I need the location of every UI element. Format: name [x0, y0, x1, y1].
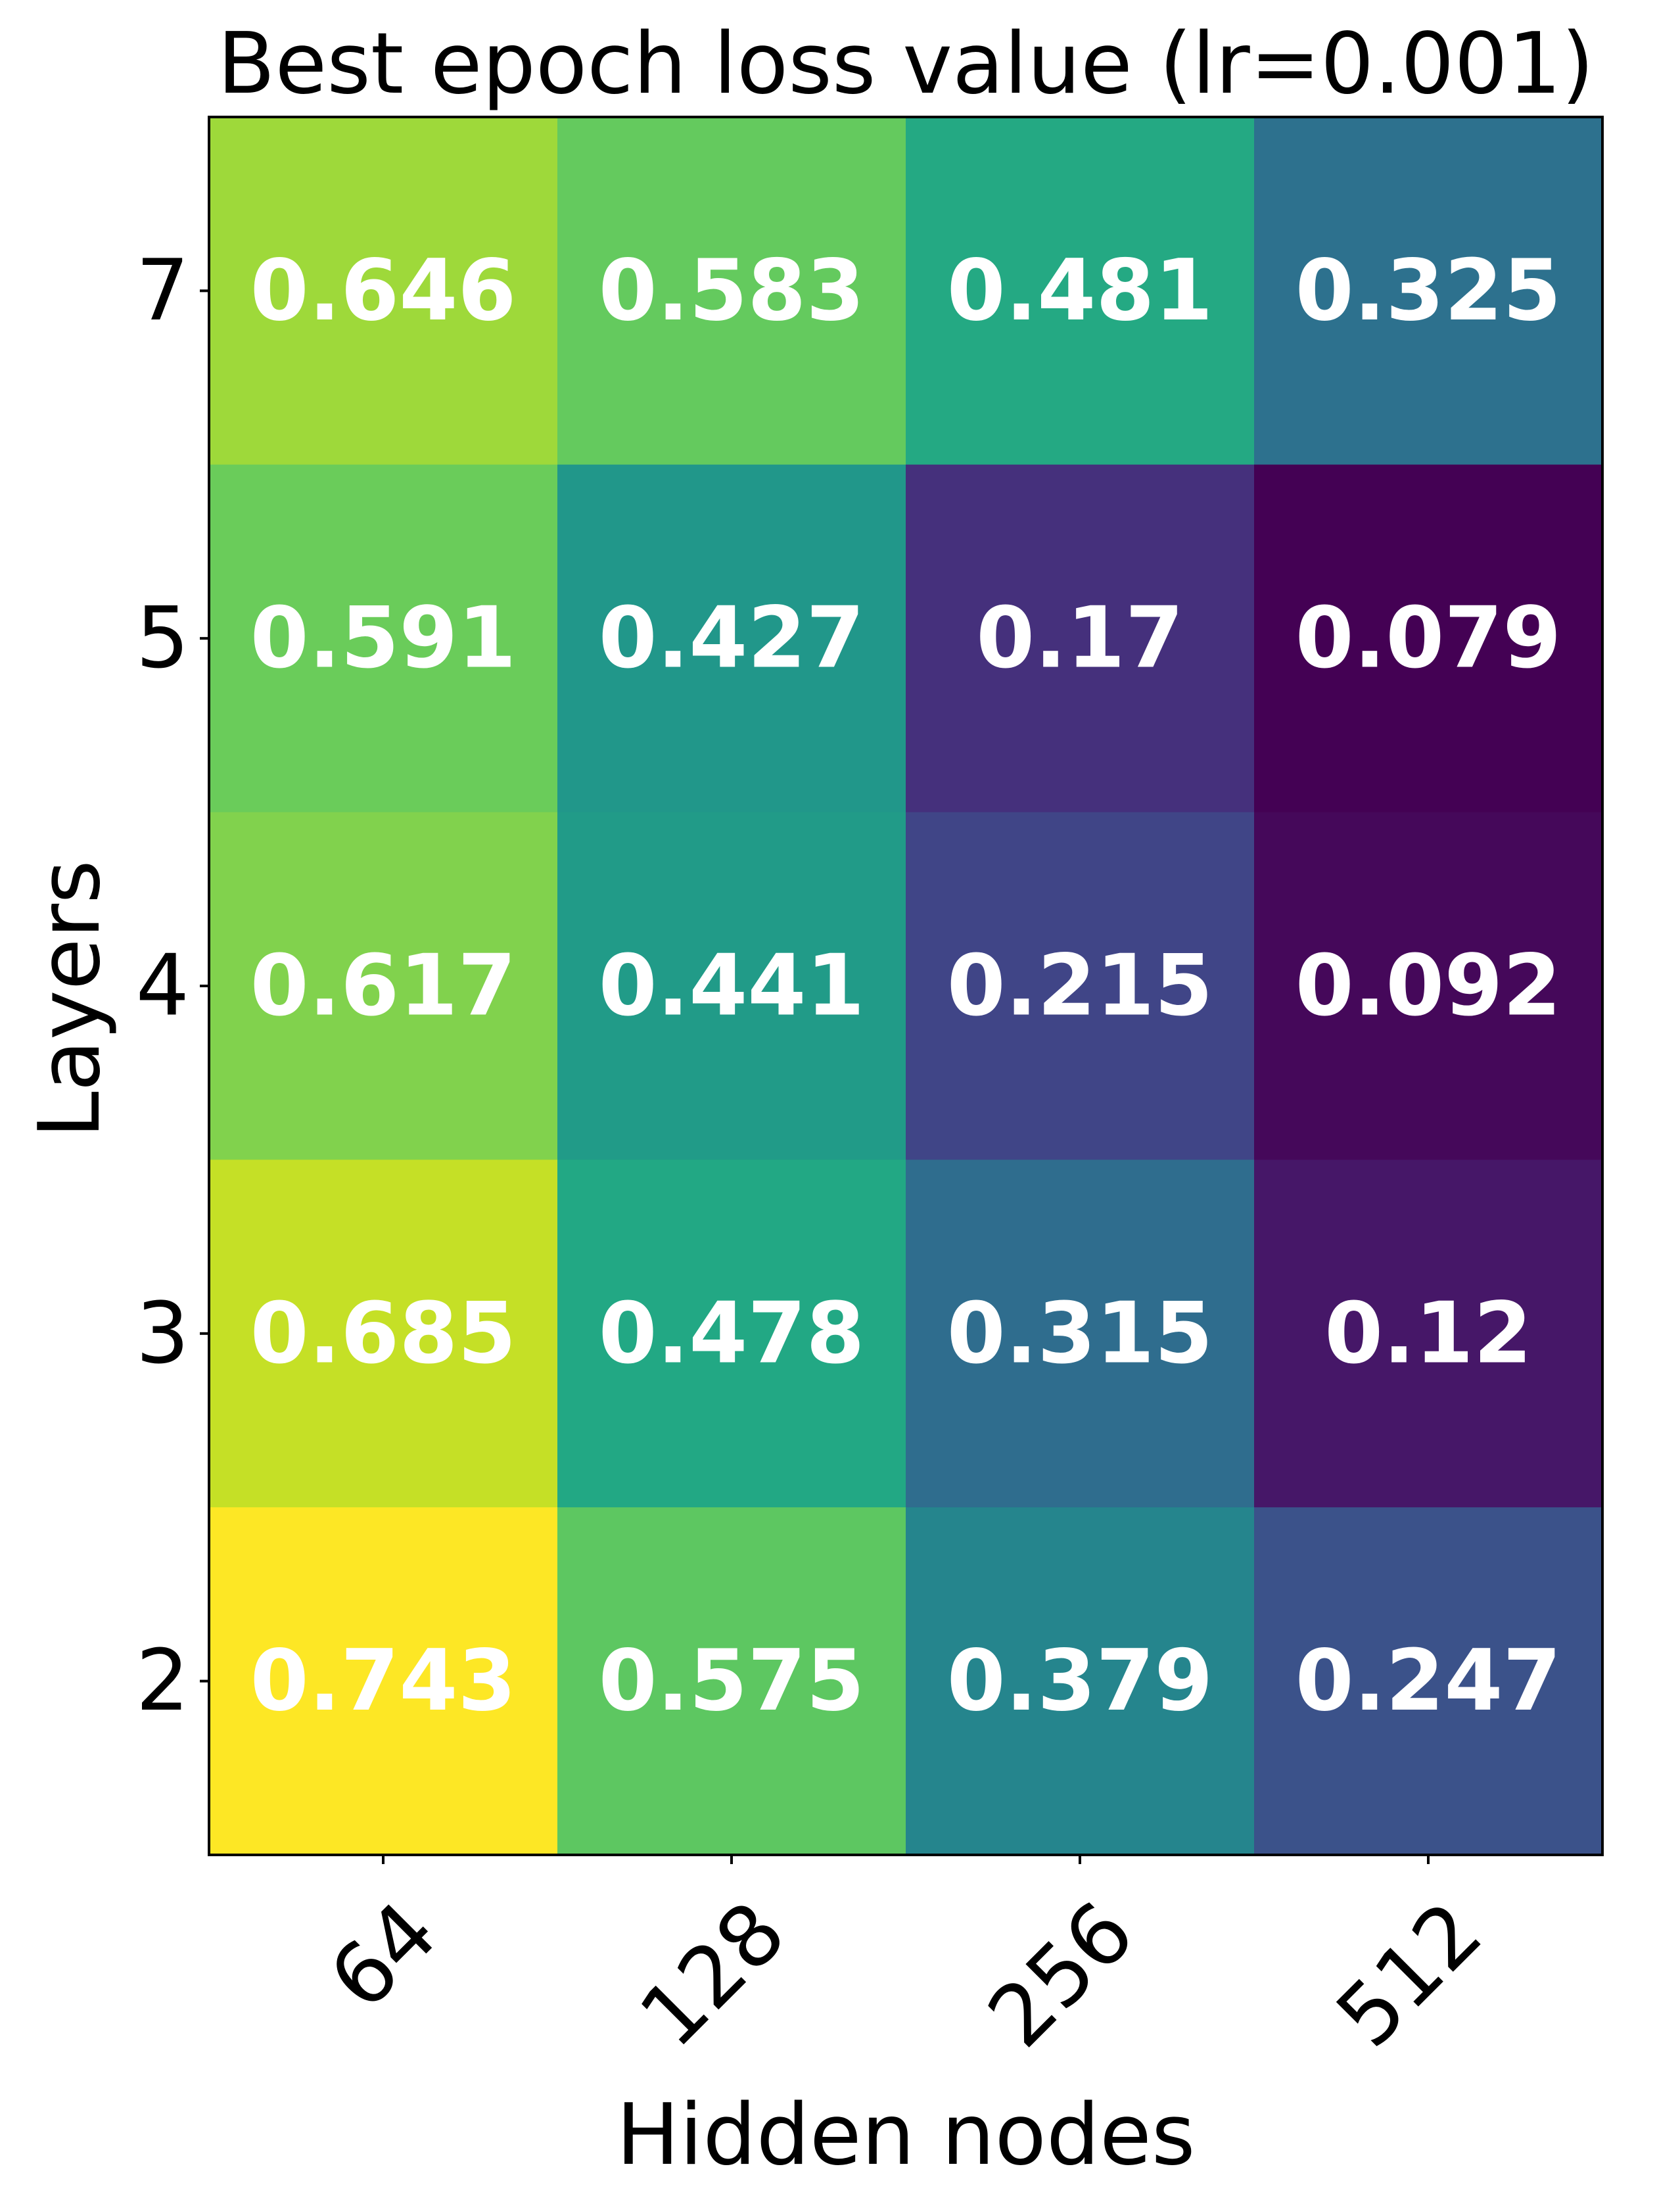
cell-value-label: 0.481 — [947, 242, 1213, 340]
y-tick-label: 5 — [136, 590, 189, 688]
cell-value-label: 0.591 — [250, 590, 517, 688]
cell-value-label: 0.079 — [1295, 590, 1562, 688]
heatmap-cell — [557, 464, 906, 813]
heatmap-cell — [1254, 1159, 1603, 1508]
cell-value-label: 0.617 — [250, 937, 517, 1035]
cell-value-label: 0.315 — [947, 1284, 1213, 1382]
heatmap-cell — [906, 464, 1255, 813]
cell-value-label: 0.325 — [1295, 242, 1562, 340]
cell-value-label: 0.583 — [599, 242, 865, 340]
cell-value-label: 0.743 — [250, 1632, 517, 1730]
y-axis-ticks: 7 5 4 3 2 — [136, 242, 209, 1730]
cell-value-label: 0.646 — [250, 242, 517, 340]
x-tick-label: 512 — [1318, 1883, 1501, 2066]
y-tick-label: 3 — [136, 1284, 189, 1382]
heatmap-cell — [906, 117, 1255, 465]
cell-value-label: 0.379 — [947, 1632, 1213, 1730]
y-tick-label: 2 — [136, 1632, 189, 1730]
heatmap-cell — [906, 1159, 1255, 1508]
cell-value-label: 0.478 — [599, 1284, 865, 1382]
x-tick-label: 64 — [311, 1883, 456, 2028]
chart-title: Best epoch loss value (lr=0.001) — [218, 15, 1595, 113]
heatmap-cell — [557, 117, 906, 465]
heatmap-cell — [209, 117, 558, 465]
heatmap-cell — [1254, 1507, 1603, 1856]
x-axis-ticks: 64 128 256 512 — [311, 1855, 1501, 2066]
heatmap-cell — [906, 812, 1255, 1160]
y-axis-label: Layers — [21, 860, 119, 1138]
cell-value-label: 0.12 — [1324, 1284, 1532, 1382]
cell-value-label: 0.17 — [976, 590, 1184, 688]
heatmap-cell — [906, 1507, 1255, 1856]
heatmap-cell — [557, 1507, 906, 1856]
heatmap-cell — [1254, 464, 1603, 813]
heatmap-cell — [209, 1159, 558, 1508]
cell-value-label: 0.215 — [947, 937, 1213, 1035]
heatmap-cell — [557, 812, 906, 1160]
y-tick-label: 4 — [136, 937, 189, 1035]
heatmap-cell — [1254, 812, 1603, 1160]
cell-value-label: 0.575 — [599, 1632, 865, 1730]
heatmap-cell — [209, 812, 558, 1160]
heatmap-cell-labels: 0.646 0.583 0.481 0.325 0.591 0.427 0.17 0.079 0… — [250, 242, 1562, 1730]
heatmap-cell — [209, 1507, 558, 1856]
cell-value-label: 0.247 — [1295, 1632, 1562, 1730]
heatmap-cell — [209, 464, 558, 813]
cell-value-label: 0.092 — [1295, 937, 1562, 1035]
x-tick-label: 256 — [970, 1883, 1153, 2066]
y-tick-label: 7 — [136, 242, 189, 340]
cell-value-label: 0.427 — [599, 590, 865, 688]
heatmap-cell — [557, 1159, 906, 1508]
heatmap-cells — [209, 117, 1603, 1856]
x-axis-label: Hidden nodes — [617, 2086, 1196, 2184]
cell-value-label: 0.441 — [599, 937, 865, 1035]
heatmap-cell — [1254, 117, 1603, 465]
x-tick-label: 128 — [622, 1883, 805, 2066]
cell-value-label: 0.685 — [250, 1284, 517, 1382]
